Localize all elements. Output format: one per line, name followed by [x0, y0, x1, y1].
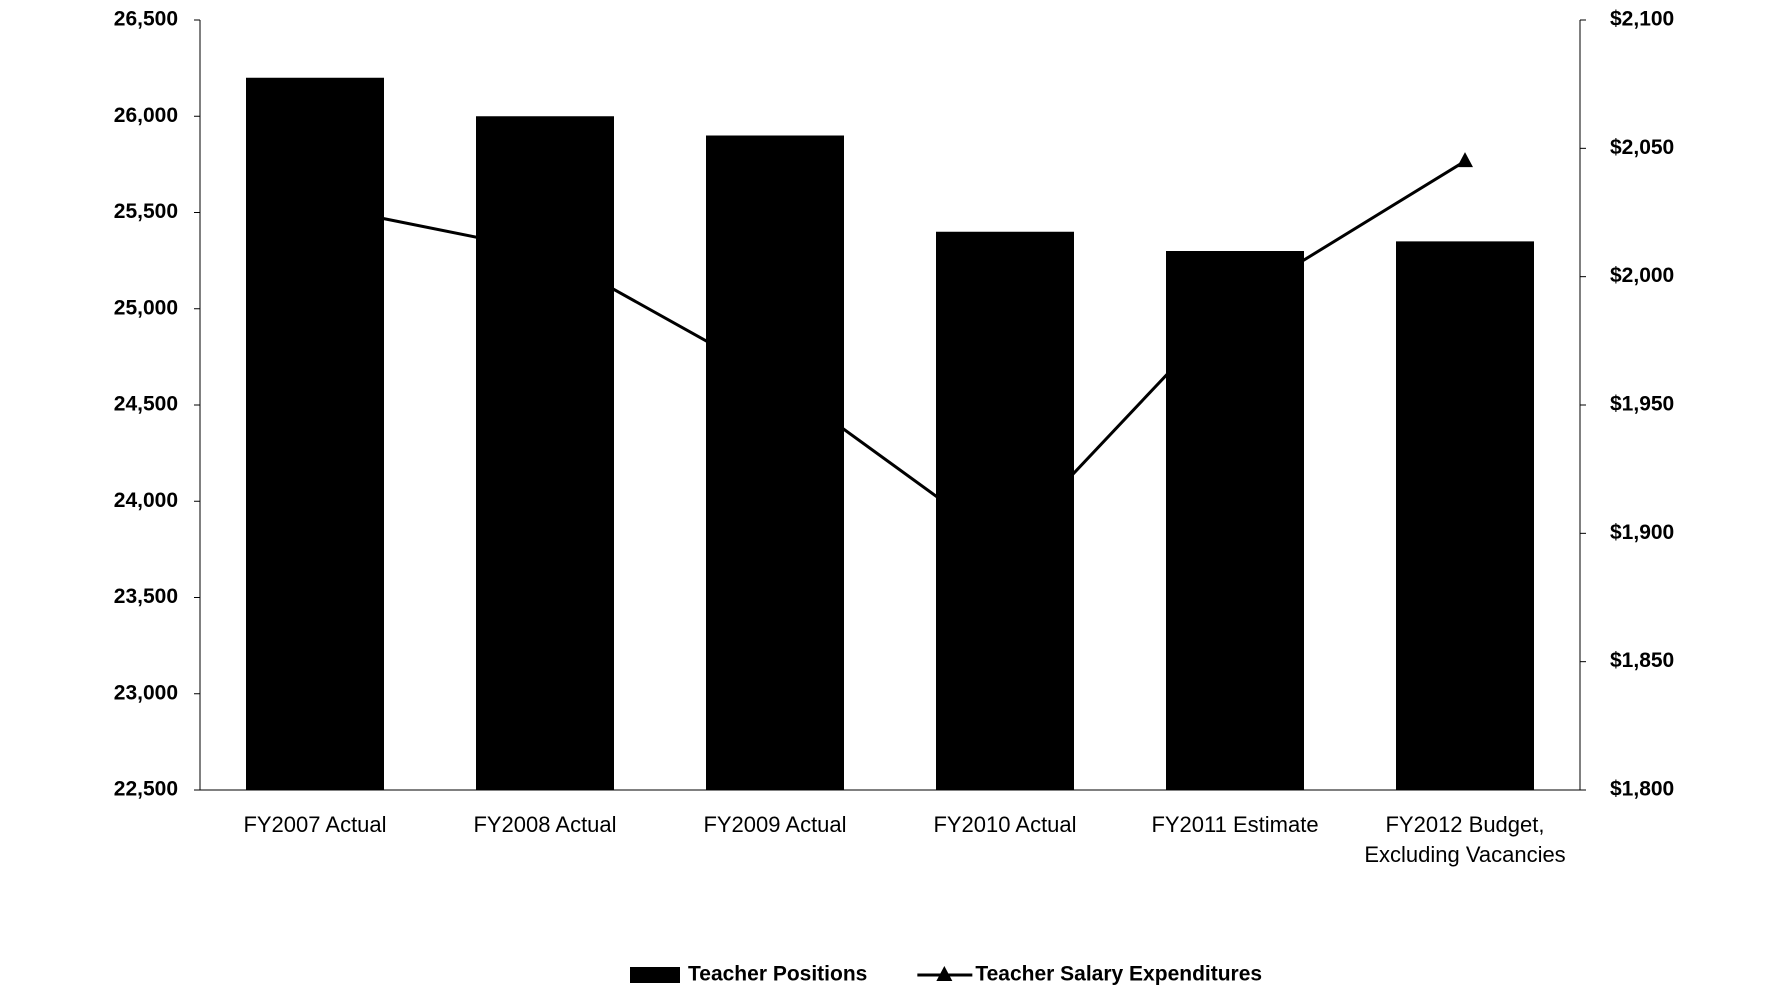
- line-marker: [307, 195, 323, 211]
- legend-label: Teacher Salary Expenditures: [975, 963, 1262, 985]
- legend-marker: [936, 966, 953, 981]
- x-tick-label: FY2007 Actual: [243, 812, 387, 837]
- line-marker: [767, 370, 783, 386]
- x-tick-label: FY2011 Estimate: [1151, 812, 1319, 837]
- y-tick-label: 25,000: [114, 296, 178, 319]
- y2-tick-label: $2,000: [1610, 264, 1674, 287]
- y-tick-label: 24,000: [114, 489, 178, 512]
- x-tick-label: FY2009 Actual: [703, 812, 847, 837]
- bar: [1396, 241, 1534, 790]
- y-tick-label: 23,000: [114, 681, 178, 704]
- y2-tick-label: $1,850: [1610, 649, 1674, 672]
- bar: [1166, 251, 1304, 790]
- line-marker: [537, 242, 553, 257]
- y-tick-label: 22,500: [114, 778, 178, 801]
- bar: [706, 135, 844, 790]
- legend-label: Teacher Positions: [688, 963, 867, 985]
- y-tick-label: 24,500: [114, 393, 178, 416]
- y2-tick-label: $2,050: [1610, 136, 1674, 159]
- y-tick-label: 26,000: [114, 104, 178, 127]
- x-tick-label: FY2010 Actual: [933, 812, 1077, 837]
- bar: [476, 116, 614, 790]
- x-tick-label: FY2012 Budget, Excluding Vacancies: [1364, 812, 1566, 867]
- x-tick-label: FY2008 Actual: [473, 812, 617, 837]
- y2-tick-label: $1,800: [1610, 778, 1674, 801]
- bar: [936, 231, 1074, 790]
- y2-tick-label: $1,950: [1610, 393, 1674, 416]
- y2-tick-label: $2,100: [1610, 8, 1674, 31]
- y-tick-label: 26,500: [114, 8, 178, 31]
- y2-tick-label: $1,900: [1610, 521, 1674, 544]
- y-tick-label: 23,500: [114, 585, 178, 608]
- line-marker: [1227, 293, 1243, 309]
- legend-swatch: [630, 967, 680, 983]
- line-marker: [1457, 152, 1473, 168]
- bar: [246, 77, 384, 790]
- line: [314, 159, 1466, 549]
- line-marker: [997, 537, 1013, 553]
- y-tick-label: 25,500: [114, 200, 178, 223]
